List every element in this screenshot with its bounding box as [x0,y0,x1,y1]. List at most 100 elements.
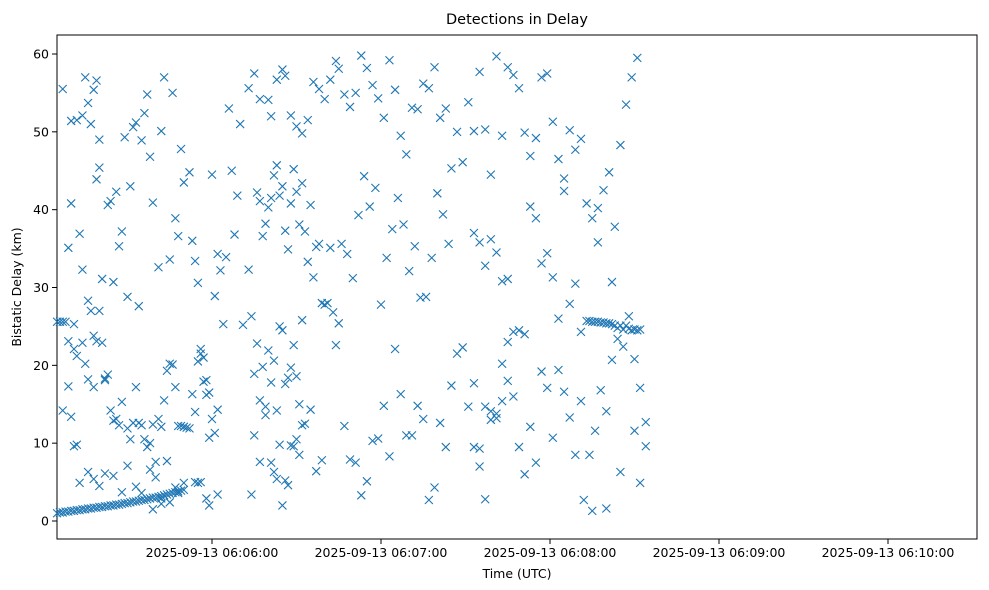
data-point [385,452,394,461]
data-point [508,392,518,401]
data-point [278,181,287,191]
data-point [475,462,484,471]
data-point [525,422,535,432]
data-point [83,296,93,306]
data-point [249,369,259,379]
data-point [334,64,344,74]
data-point [531,458,541,468]
data-point [103,200,113,210]
data-point [475,67,484,77]
data-point [396,131,406,141]
data-point [162,490,172,499]
data-point [272,406,282,415]
data-point [137,420,146,430]
data-point [292,371,301,381]
data-point [297,129,307,138]
data-point [587,213,597,223]
data-point [272,75,282,85]
data-point [97,274,107,284]
data-point [325,75,335,85]
data-point [303,115,313,125]
data-point [176,421,186,431]
data-point [458,157,468,167]
data-point [387,224,397,234]
data-point [289,164,299,174]
data-point [565,413,575,422]
data-point [238,320,248,330]
data-point [565,299,575,309]
data-point [187,389,197,399]
data-point [508,327,518,337]
data-point [458,343,468,352]
data-point [94,481,104,491]
data-point [78,338,87,348]
data-point [418,414,428,424]
data-point [382,253,392,263]
data-point [58,84,68,94]
data-point [207,414,217,424]
data-point [263,346,273,355]
data-point [280,476,290,485]
data-point [430,483,439,492]
data-point [438,209,448,219]
plot-frame [56,34,978,540]
data-point [590,426,600,436]
data-point [570,145,580,155]
data-point [294,399,304,409]
data-point [117,397,127,407]
data-point [187,236,197,246]
data-point [193,357,203,366]
data-point [63,381,73,391]
data-point [314,84,324,94]
y-tick-label: 20 [33,358,49,373]
data-point [117,487,127,497]
x-tick-label: 2025-09-13 06:08:00 [484,545,617,560]
data-point [196,349,206,359]
data-point [486,234,496,244]
data-point [176,144,186,154]
data-point [342,249,352,259]
data-point [266,378,276,387]
data-point [213,249,223,259]
data-point [100,375,110,385]
data-point [435,418,445,428]
data-point [123,292,132,302]
data-point [232,191,242,201]
data-point [249,69,259,78]
data-point [309,272,318,282]
data-point [109,416,118,425]
data-point [173,487,183,496]
data-point [345,455,355,464]
data-point [154,414,163,424]
data-point [292,121,301,131]
data-point [168,88,177,98]
data-point [432,188,442,198]
data-point [66,199,76,208]
data-point [190,256,200,266]
data-point [165,359,175,369]
data-point [486,406,496,416]
data-point [635,478,645,488]
data-point [297,315,307,325]
data-point [576,327,586,337]
data-point [283,480,293,490]
y-tick-label: 50 [33,124,49,139]
data-point [630,426,639,436]
data-point [356,51,366,60]
data-point [58,317,68,327]
data-point [235,119,245,129]
y-tick-label: 60 [33,47,49,62]
data-point [486,415,496,425]
data-point [607,277,617,287]
data-point [266,111,276,121]
data-point [123,498,132,508]
data-point [204,433,214,443]
data-point [503,274,513,284]
data-point [379,401,389,411]
data-point [156,491,166,501]
data-point [100,374,110,383]
data-point [441,442,451,452]
data-point [503,337,513,347]
data-point [170,487,180,497]
data-point [204,501,214,510]
